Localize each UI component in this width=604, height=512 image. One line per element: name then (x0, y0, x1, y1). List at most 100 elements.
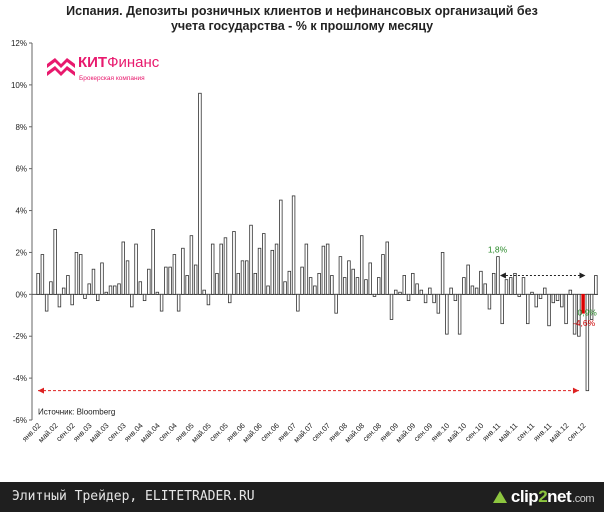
bar (325, 243, 330, 295)
bar (104, 291, 108, 295)
bar (193, 264, 198, 295)
bar (389, 293, 394, 320)
bar (462, 277, 466, 295)
bar (530, 291, 534, 295)
bar (594, 275, 598, 295)
bar (227, 293, 232, 304)
bar (91, 268, 96, 295)
bar (564, 293, 568, 325)
bar (368, 262, 372, 295)
y-tick-label: 4% (15, 207, 27, 216)
bar (253, 272, 257, 295)
bar (483, 283, 487, 295)
bar (159, 293, 164, 312)
bar (415, 283, 419, 295)
bar (355, 277, 360, 295)
bar (491, 272, 496, 295)
bar (61, 287, 66, 295)
bar (377, 277, 381, 295)
clip2net-logo-part-c: net (547, 487, 572, 506)
bar (300, 266, 304, 295)
bar (394, 289, 398, 295)
bar (521, 277, 526, 295)
chart-title-line-2: учета государства - % к прошлому месяцу (170, 19, 434, 33)
arrow-head-left-icon (499, 272, 506, 279)
bar (87, 283, 91, 295)
bar (555, 293, 560, 302)
bar (585, 293, 590, 392)
bar (560, 293, 564, 308)
bar (534, 293, 538, 308)
arrow-head-right-icon (579, 272, 586, 279)
x-tick-label: май.12 (547, 421, 570, 444)
x-tick-label: сен.12 (565, 421, 587, 443)
bar (219, 243, 223, 295)
arrow-up-icon (492, 491, 507, 503)
bar (151, 229, 155, 295)
clip2net-logo: clip2net.com (492, 486, 595, 508)
bar (291, 195, 296, 295)
bar (568, 289, 573, 295)
y-tick-label: 10% (11, 81, 27, 90)
source-label: Источник: Bloomberg (38, 408, 115, 417)
y-tick-label: 6% (15, 165, 27, 174)
x-tick-label: май.07 (292, 421, 315, 444)
bar (296, 293, 300, 312)
bar (321, 245, 326, 295)
bar (198, 92, 202, 295)
bar (74, 252, 79, 295)
clip2net-logo-text: clip2net.com (511, 487, 595, 507)
arrow-head-left-icon (38, 387, 44, 394)
bar (317, 272, 321, 295)
bar (496, 256, 500, 295)
bar (572, 293, 577, 335)
annotation-label: 0,9% (577, 307, 597, 317)
bar (445, 293, 449, 335)
bar (185, 275, 189, 295)
bar (262, 233, 266, 295)
bar (453, 293, 458, 302)
bar (474, 287, 479, 295)
chart-title: Испания. Депозиты розничных клиентов и н… (40, 4, 564, 34)
bar (147, 268, 151, 295)
bar (121, 241, 126, 295)
bar (423, 293, 428, 304)
footer-bar: Элитный Трейдер, ELITETRADER.RU clip2net… (0, 482, 604, 512)
bar (257, 247, 262, 295)
bar (500, 293, 504, 325)
kit-finance-logo-icon (47, 58, 75, 76)
x-tick-label: май.11 (496, 421, 519, 444)
bar (479, 270, 483, 295)
bar (83, 293, 87, 299)
bar (440, 252, 445, 295)
y-tick-label: 2% (15, 248, 27, 257)
bar (449, 287, 453, 295)
bar (581, 293, 585, 314)
bar (44, 293, 49, 312)
bar (406, 293, 411, 302)
logo-text-bold: КИТ (78, 54, 108, 71)
bar (78, 254, 83, 295)
bar (113, 285, 117, 295)
bar (53, 229, 57, 295)
bar (342, 277, 347, 295)
bar (210, 243, 215, 295)
x-tick-label: май.06 (241, 421, 264, 444)
bar (372, 293, 377, 297)
bar (398, 291, 402, 295)
bar (270, 249, 275, 295)
bar (108, 285, 113, 295)
bar (40, 254, 45, 295)
bar (428, 287, 432, 295)
bar (283, 281, 287, 295)
bar (287, 270, 292, 295)
chart-title-line-1: Испания. Депозиты розничных клиентов и н… (66, 4, 538, 18)
bar (313, 285, 317, 295)
bar (513, 272, 517, 295)
bar (517, 293, 521, 297)
bar (155, 291, 160, 295)
bar (240, 260, 245, 295)
x-tick-label: май.04 (138, 421, 161, 444)
bar (236, 272, 240, 295)
bar (432, 293, 436, 304)
